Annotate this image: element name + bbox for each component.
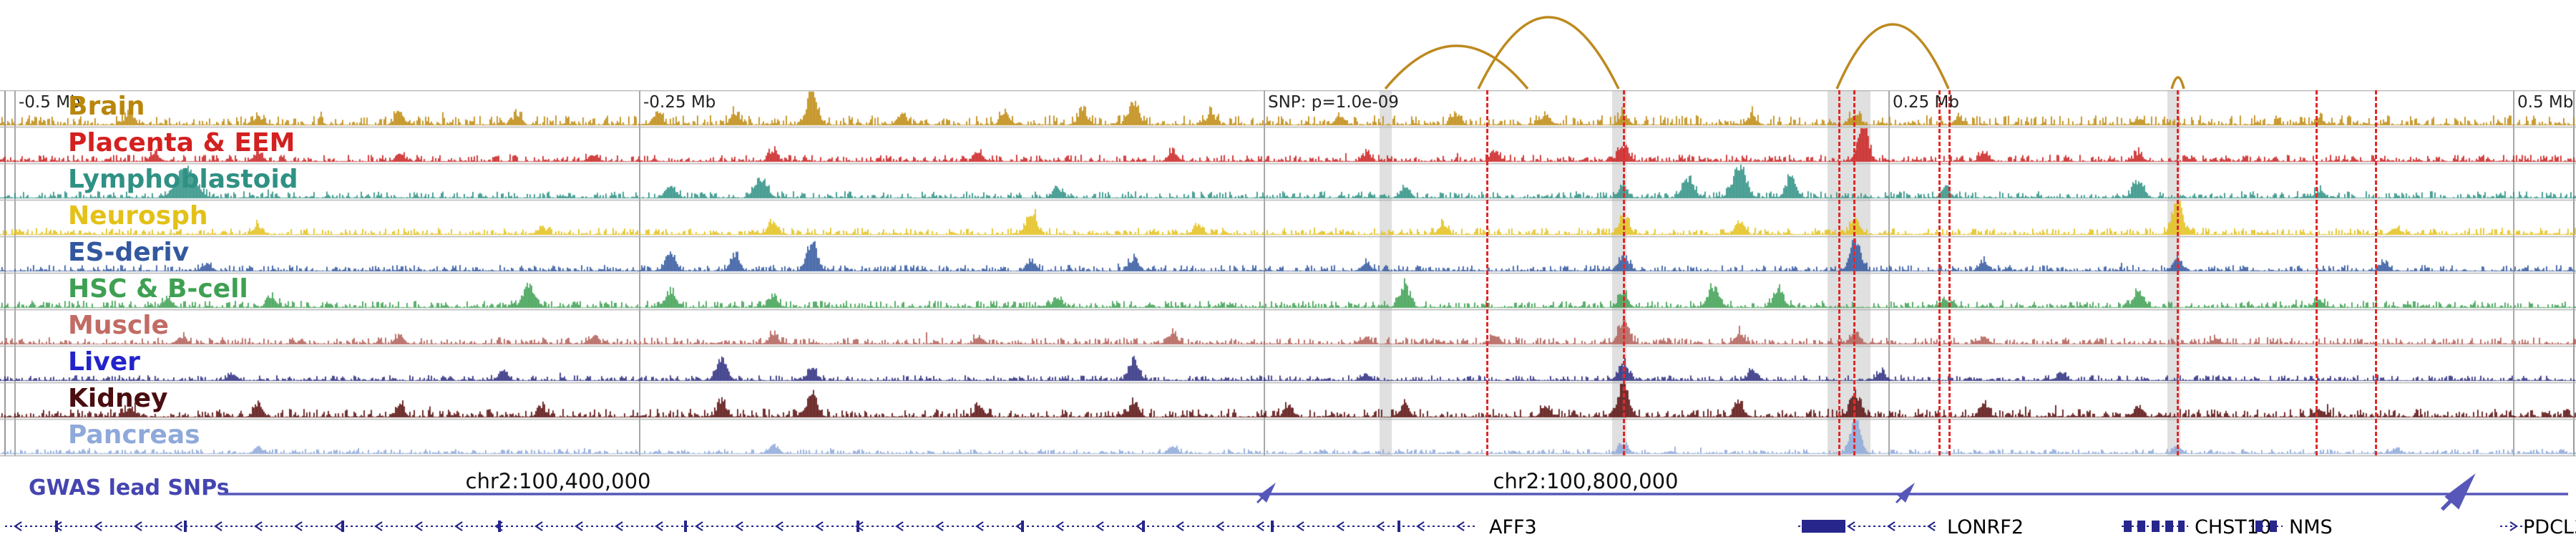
- track-label-neurosph[interactable]: Neurosph: [68, 201, 208, 231]
- strand-chevron-left: [1456, 521, 1465, 531]
- strand-chevron-left: [1096, 521, 1104, 531]
- exon-tick: [857, 521, 859, 532]
- strand-chevron-left: [1927, 521, 1936, 531]
- interaction-arc: [1835, 23, 1950, 90]
- strand-chevron-left: [1887, 521, 1896, 531]
- gwas-lead-snps-label: GWAS lead SNPs: [29, 475, 230, 500]
- strand-chevron-left: [975, 521, 984, 531]
- strand-chevron-left: [895, 521, 904, 531]
- exon-tick: [341, 521, 344, 532]
- exon-tick: [1397, 521, 1400, 532]
- exon-box: [2270, 521, 2277, 532]
- strand-chevron-left: [1336, 521, 1345, 531]
- strand-chevron-left: [1055, 521, 1064, 531]
- strand-chevron-left: [174, 521, 182, 531]
- exon-tick: [1021, 521, 1024, 532]
- strand-chevron-left: [1296, 521, 1304, 531]
- gene-label-NMS: NMS: [2289, 516, 2333, 537]
- interaction-arcs: [1384, 16, 2185, 90]
- lead-snp-mark[interactable]: [1259, 483, 1276, 503]
- strand-chevron-left: [14, 521, 22, 531]
- strand-chevron-left: [535, 521, 543, 531]
- track-label-es-deriv[interactable]: ES-deriv: [68, 238, 190, 267]
- gene-label-LONRF2: LONRF2: [1947, 516, 2024, 537]
- strand-chevron-left: [775, 521, 784, 531]
- track-label-muscle[interactable]: Muscle: [68, 311, 169, 340]
- strand-chevron-left: [134, 521, 142, 531]
- strand-chevron-left: [735, 521, 743, 531]
- gene-label-PDCL3: PDCL3: [2523, 516, 2576, 537]
- track-label-kidney[interactable]: Kidney: [68, 384, 168, 413]
- strand-chevron-left: [1176, 521, 1184, 531]
- interaction-arc: [2170, 76, 2185, 90]
- strand-chevron-left: [94, 521, 102, 531]
- track-label-lymphoblastoid[interactable]: Lymphoblastoid: [68, 165, 298, 194]
- strand-chevron-left: [374, 521, 383, 531]
- exon-tick: [684, 521, 687, 532]
- strand-chevron-left: [695, 521, 703, 531]
- lead-snp-mark[interactable]: [1898, 483, 1915, 503]
- interaction-arc: [1384, 44, 1529, 90]
- exon-tick: [498, 521, 501, 532]
- strand-chevron-left: [214, 521, 223, 531]
- strand-chevron-left: [935, 521, 944, 531]
- exon-box: [2255, 521, 2263, 532]
- gene-thick-exon: [1802, 520, 1845, 533]
- exon-tick: [184, 521, 187, 532]
- exon-tick: [1271, 521, 1274, 532]
- track-label-placenta-eem[interactable]: Placenta & EEM: [68, 128, 296, 158]
- exon-box: [2137, 521, 2145, 532]
- strand-chevron-left: [1256, 521, 1264, 531]
- exon-tick: [55, 521, 58, 532]
- track-label-pancreas[interactable]: Pancreas: [68, 420, 200, 450]
- exon-box: [2178, 521, 2185, 532]
- strand-chevron-left: [414, 521, 423, 531]
- strand-chevron-left: [815, 521, 824, 531]
- strand-chevron-left: [1216, 521, 1224, 531]
- strand-chevron-left: [1416, 521, 1425, 531]
- exon-box: [2165, 521, 2173, 532]
- strand-chevron-left: [575, 521, 583, 531]
- strand-chevron-left: [615, 521, 623, 531]
- exon-box: [2124, 521, 2132, 532]
- strand-chevron-left: [254, 521, 263, 531]
- track-label-brain[interactable]: Brain: [68, 92, 145, 121]
- signal-tracks-canvas[interactable]: [0, 90, 2576, 457]
- strand-chevron-left: [1376, 521, 1385, 531]
- strand-chevron-left: [1136, 521, 1144, 531]
- strand-chevron-left: [334, 521, 343, 531]
- strand-chevron-left: [1847, 521, 1855, 531]
- exon-tick: [1142, 521, 1145, 532]
- gene-label-AFF3: AFF3: [1489, 516, 1537, 537]
- lead-snp-mark[interactable]: [2444, 473, 2476, 510]
- exon-box: [2152, 521, 2160, 532]
- track-label-hsc-b-cell[interactable]: HSC & B-cell: [68, 274, 248, 304]
- interaction-arc: [1477, 16, 1620, 90]
- track-label-liver[interactable]: Liver: [68, 347, 140, 377]
- strand-chevron-left: [294, 521, 303, 531]
- gwas-line-and-genes-track: AFF3LONRF2CHST10NMSPDCL3: [5, 473, 2576, 537]
- strand-chevron-left: [454, 521, 463, 531]
- strand-chevron-right: [2509, 521, 2518, 531]
- strand-chevron-left: [655, 521, 663, 531]
